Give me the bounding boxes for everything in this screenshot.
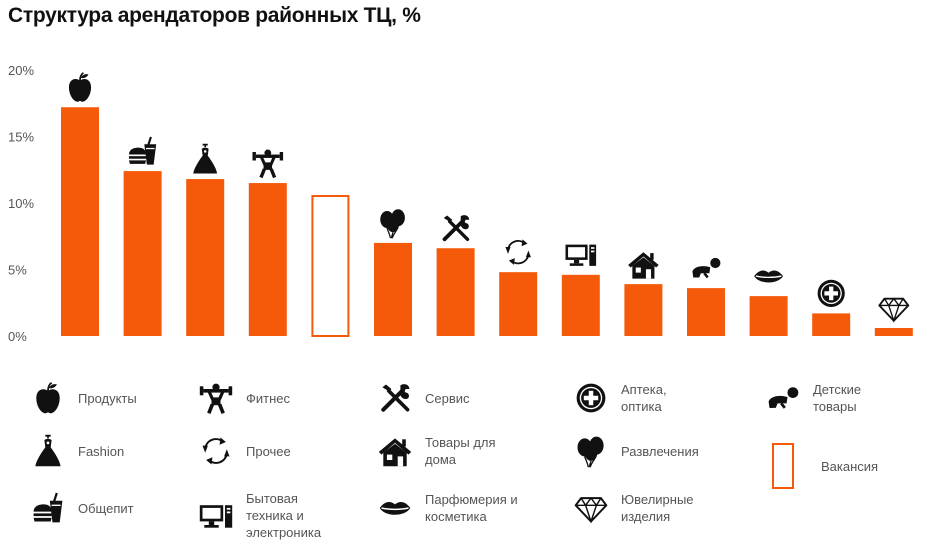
bar-1 bbox=[61, 107, 99, 337]
legend-item: Детские товары bbox=[765, 380, 861, 416]
computer-icon bbox=[565, 244, 597, 266]
bar-8 bbox=[499, 272, 538, 336]
balloons-icon bbox=[380, 209, 405, 239]
computer-icon bbox=[198, 498, 234, 534]
legend-item: Товары для дома bbox=[377, 433, 496, 469]
legend-label: Ювелирные изделия bbox=[621, 492, 694, 524]
lips-icon bbox=[377, 490, 413, 526]
legend-item: Fashion bbox=[30, 433, 124, 469]
legend-label: Продукты bbox=[78, 390, 137, 406]
bar-4 bbox=[248, 183, 287, 336]
legend-label: Общепит bbox=[78, 500, 134, 516]
legend-label: Развлечения bbox=[621, 443, 699, 459]
legend-item: Общепит bbox=[30, 490, 134, 526]
legend-label: Товары для дома bbox=[425, 435, 496, 467]
apple-icon bbox=[68, 72, 92, 102]
bars bbox=[61, 107, 913, 337]
legend-label: Вакансия bbox=[821, 458, 879, 474]
y-tick-label: 15% bbox=[8, 130, 34, 145]
medical-cross-icon bbox=[817, 279, 845, 307]
y-tick-label: 0% bbox=[8, 329, 27, 344]
bar-3 bbox=[186, 179, 225, 336]
apple-icon bbox=[30, 380, 66, 416]
bar-chart: 0% 5% 10% 15% 20% bbox=[8, 63, 913, 344]
legend-item: Ювелирные изделия bbox=[573, 490, 694, 526]
balloons-icon bbox=[573, 433, 609, 469]
bar-12 bbox=[749, 296, 788, 336]
bar-6 bbox=[374, 242, 412, 336]
legend-label: Fashion bbox=[78, 443, 125, 459]
legend-item: Вакансия bbox=[765, 440, 878, 492]
legend-item: Развлечения bbox=[573, 433, 699, 469]
fitness-icon bbox=[252, 149, 284, 179]
chart-title: Структура арендаторов районных ТЦ, % bbox=[8, 4, 421, 27]
medical-cross-icon bbox=[573, 380, 609, 416]
fitness-icon bbox=[198, 380, 234, 416]
bar-7 bbox=[436, 248, 475, 336]
y-tick-label: 5% bbox=[8, 263, 27, 278]
y-tick-label: 20% bbox=[8, 63, 34, 78]
recycle-icon bbox=[198, 433, 234, 469]
house-icon bbox=[377, 433, 413, 469]
bar-2 bbox=[123, 171, 162, 336]
dress-icon bbox=[30, 433, 66, 469]
legend-label: Аптека, оптика bbox=[621, 382, 667, 414]
legend-label: Детские товары bbox=[813, 382, 862, 414]
bar-13 bbox=[812, 313, 851, 336]
legend-item: Парфюмерия и косметика bbox=[377, 490, 518, 526]
recycle-icon bbox=[505, 239, 531, 265]
baby-icon bbox=[692, 257, 721, 279]
diamond-icon bbox=[878, 297, 910, 323]
legend-label: Бытовая техника и электроника bbox=[246, 491, 322, 540]
legend-label: Прочее bbox=[246, 443, 291, 459]
y-tick-label: 10% bbox=[8, 196, 34, 211]
fastfood-icon bbox=[30, 490, 66, 526]
legend-item: Фитнес bbox=[198, 380, 290, 416]
bar-5 bbox=[311, 195, 350, 337]
baby-icon bbox=[765, 380, 801, 416]
legend-item: Бытовая техника и электроника bbox=[198, 490, 321, 541]
tools-icon bbox=[442, 215, 470, 242]
legend-item: Продукты bbox=[30, 380, 137, 416]
bar-9 bbox=[561, 274, 600, 336]
legend-item: Аптека, оптика bbox=[573, 380, 667, 416]
y-axis: 0% 5% 10% 15% 20% bbox=[8, 63, 34, 344]
bar-11 bbox=[687, 288, 725, 336]
house-icon bbox=[628, 252, 659, 279]
diamond-icon bbox=[573, 490, 609, 526]
legend-item: Прочее bbox=[198, 433, 291, 469]
vacancy-outline-swatch bbox=[765, 440, 801, 492]
bar-10 bbox=[624, 284, 663, 336]
legend-label: Парфюмерия и косметика bbox=[425, 492, 518, 524]
bar-icons bbox=[68, 72, 910, 323]
bar-14 bbox=[874, 328, 913, 336]
lips-icon bbox=[754, 270, 784, 283]
legend-label: Фитнес bbox=[246, 390, 291, 406]
legend-item: Сервис bbox=[377, 380, 470, 416]
dress-icon bbox=[193, 143, 218, 174]
legend-label: Сервис bbox=[425, 390, 470, 406]
fastfood-icon bbox=[129, 136, 157, 165]
tools-icon bbox=[377, 380, 413, 416]
